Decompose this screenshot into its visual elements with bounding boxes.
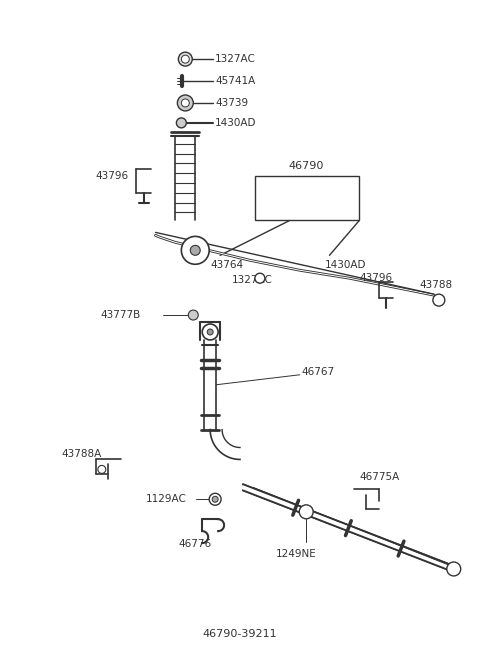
Text: 46775A: 46775A	[360, 472, 399, 482]
Bar	[255, 176, 360, 221]
Circle shape	[299, 505, 313, 519]
Polygon shape	[243, 484, 454, 572]
Circle shape	[181, 55, 189, 63]
Circle shape	[255, 273, 265, 283]
Circle shape	[188, 310, 198, 320]
Text: 43788: 43788	[419, 280, 452, 290]
Circle shape	[212, 496, 218, 502]
Circle shape	[181, 99, 189, 107]
Circle shape	[98, 466, 106, 474]
Text: 46767: 46767	[301, 367, 335, 377]
Circle shape	[447, 562, 461, 576]
Text: 1327AC: 1327AC	[215, 54, 256, 64]
Text: 46790-39211: 46790-39211	[203, 629, 277, 639]
Text: 1430AD: 1430AD	[215, 118, 257, 128]
Text: 43796: 43796	[360, 273, 393, 283]
Text: 43777B: 43777B	[101, 310, 141, 320]
Text: 1249NE: 1249NE	[276, 549, 317, 559]
Circle shape	[209, 493, 221, 505]
Circle shape	[176, 118, 186, 128]
Text: 1430AD: 1430AD	[324, 260, 366, 271]
Circle shape	[181, 236, 209, 264]
Text: 46776: 46776	[179, 539, 212, 549]
Text: 1327AC: 1327AC	[232, 275, 273, 285]
Circle shape	[179, 52, 192, 66]
Text: 45741A: 45741A	[215, 76, 255, 86]
Text: 46790: 46790	[289, 160, 324, 171]
Text: 1129AC: 1129AC	[145, 495, 186, 504]
Circle shape	[178, 95, 193, 111]
Circle shape	[190, 246, 200, 255]
Text: 43788A: 43788A	[61, 449, 101, 459]
Text: 43739: 43739	[215, 98, 248, 108]
Circle shape	[433, 294, 445, 306]
Circle shape	[207, 329, 213, 335]
Text: 43796: 43796	[96, 171, 129, 181]
Text: 43764: 43764	[210, 260, 243, 271]
Circle shape	[202, 324, 218, 340]
